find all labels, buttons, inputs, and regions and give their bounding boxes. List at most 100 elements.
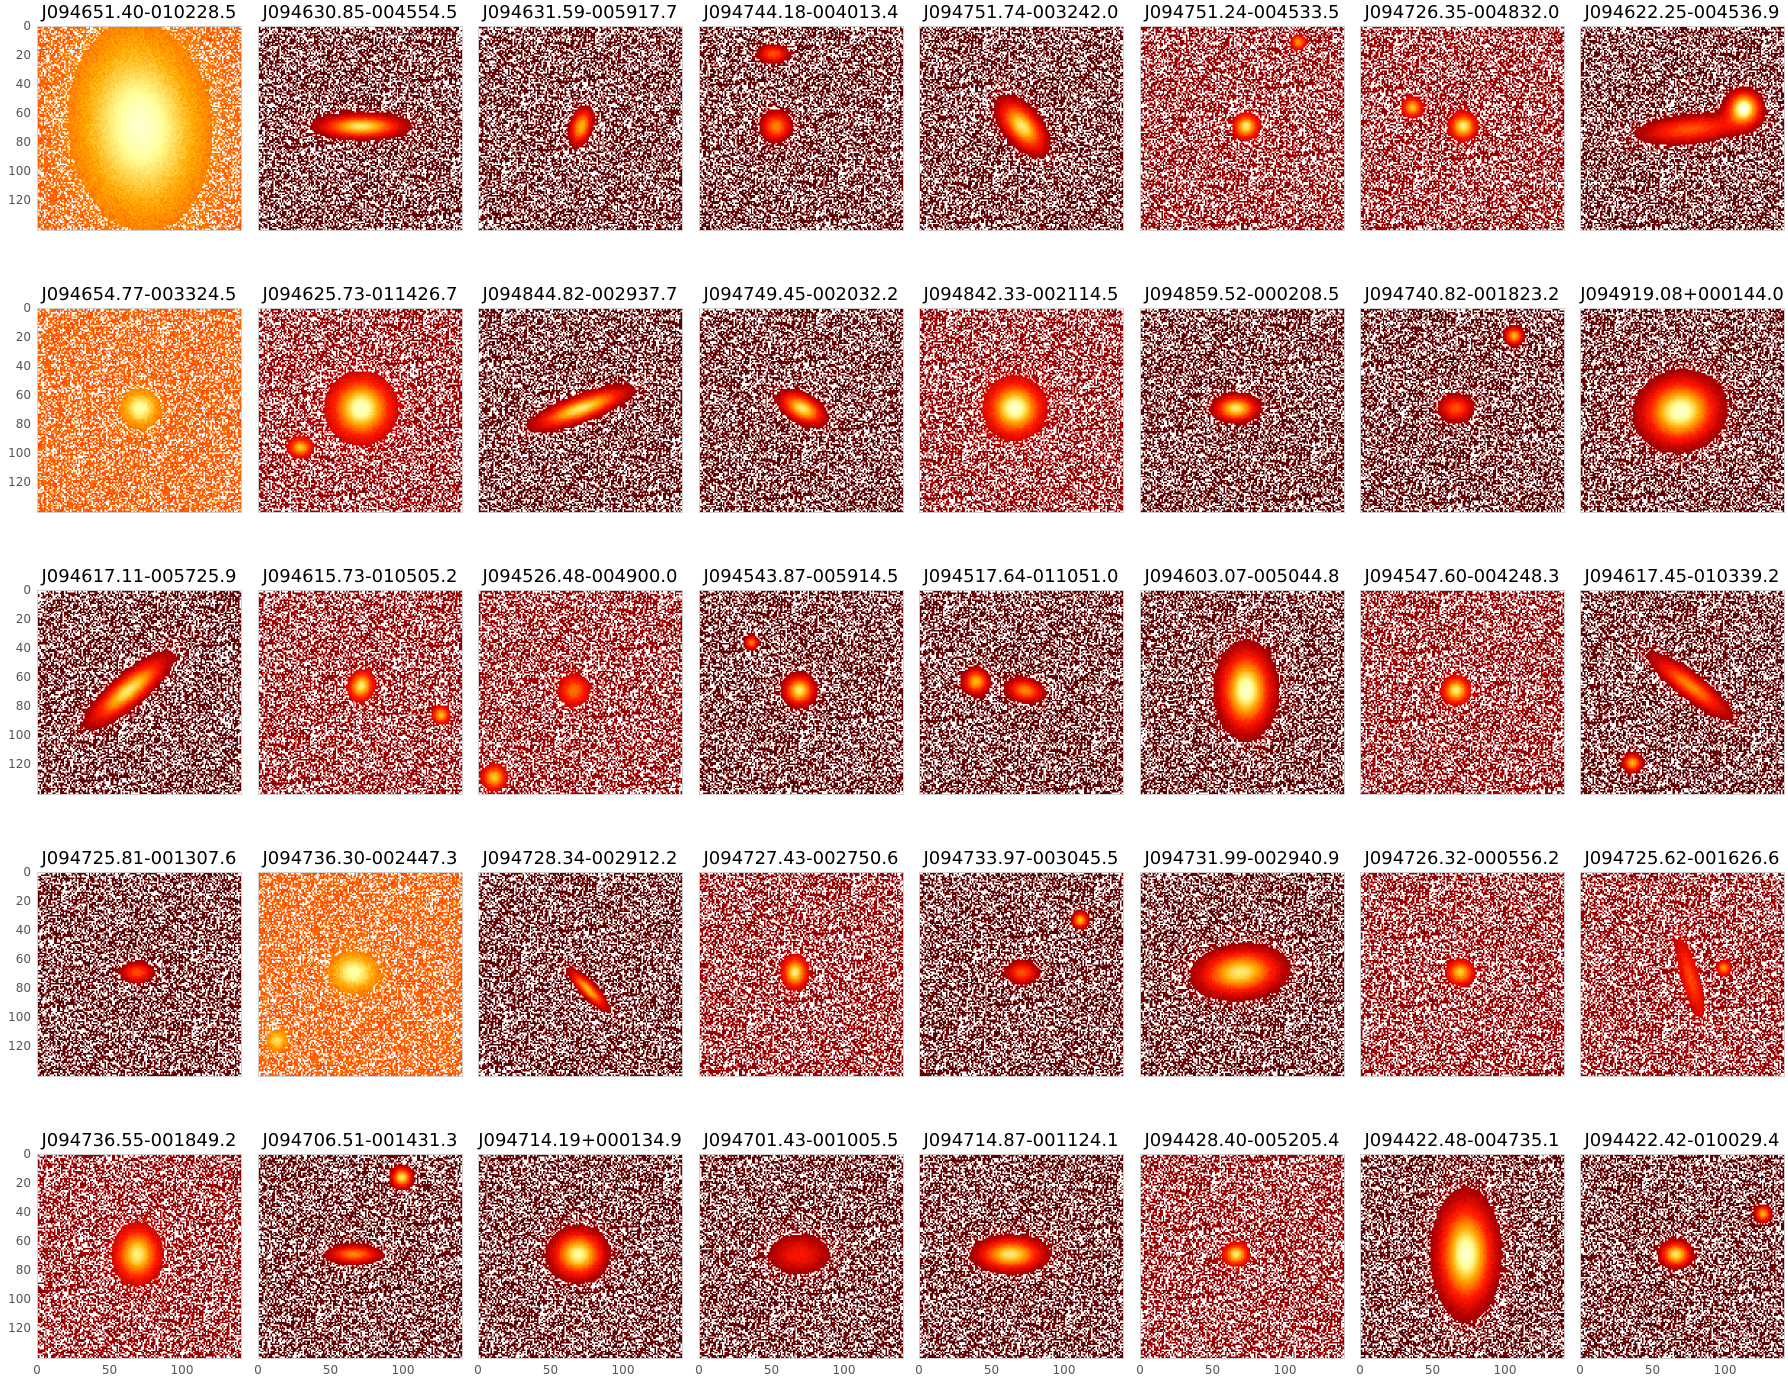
y-tick-label: 20 [15,330,31,344]
cutout-panel [258,26,463,231]
cutout-panel [1140,26,1345,231]
galaxy-cutout-image [38,309,241,512]
cutout-panel [919,590,1124,795]
cutout-panel [478,308,683,513]
cutout-panel [1580,308,1785,513]
y-tick-label: 0 [23,19,31,33]
cutout-title: J094654.77-003324.5 [41,284,237,305]
cutout-panel [37,872,242,1077]
cutout-title: J094744.18-004013.4 [703,2,899,23]
cutout-title: J094736.55-001849.2 [41,1130,237,1151]
galaxy-cutout-image [700,873,903,1076]
y-tick-label: 40 [15,77,31,91]
cutout-panel [699,590,904,795]
cutout-panel [919,26,1124,231]
cutout-title: J094727.43-002750.6 [703,848,899,869]
x-tick-label: 50 [1644,1363,1661,1377]
galaxy-cutout-image [920,873,1123,1076]
x-tick-label: 100 [391,1363,415,1377]
cutout-title: J094630.85-004554.5 [262,2,458,23]
cutout-panel [1360,1154,1565,1359]
galaxy-cutout-image [920,1155,1123,1358]
galaxy-cutout-image [479,1155,682,1358]
y-tick-label: 80 [15,135,31,149]
cutout-panel [37,26,242,231]
y-tick-label: 20 [15,894,31,908]
cutout-panel [258,872,463,1077]
y-tick-label: 60 [15,670,31,684]
galaxy-cutout-image [259,309,462,512]
y-tick-label: 40 [15,359,31,373]
x-tick-label: 0 [1356,1363,1364,1377]
y-tick-label: 40 [15,923,31,937]
cutout-panel [1360,308,1565,513]
y-tick-label: 120 [8,1321,31,1335]
galaxy-cutout-image [700,309,903,512]
cutout-panel [1580,590,1785,795]
cutout-panel [699,1154,904,1359]
y-tick-label: 60 [15,388,31,402]
cutout-panel [478,872,683,1077]
cutout-panel [699,26,904,231]
galaxy-cutout-image [1141,27,1344,230]
galaxy-cutout-image [920,591,1123,794]
cutout-panel [478,26,683,231]
galaxy-cutout-image [700,1155,903,1358]
cutout-panel [258,590,463,795]
cutout-panel [699,308,904,513]
x-tick-label: 0 [474,1363,482,1377]
cutout-title: J094731.99-002940.9 [1144,848,1340,869]
y-tick-label: 20 [15,1176,31,1190]
cutout-title: J094543.87-005914.5 [703,566,899,587]
galaxy-cutout-image [38,1155,241,1358]
cutout-panel [919,1154,1124,1359]
cutout-panel [258,308,463,513]
y-tick-label: 40 [15,1205,31,1219]
cutout-title: J094842.33-002114.5 [923,284,1119,305]
cutout-title: J094651.40-010228.5 [41,2,237,23]
y-tick-label: 100 [8,728,31,742]
cutout-panel [1140,872,1345,1077]
cutout-title: J094701.43-001005.5 [703,1130,899,1151]
galaxy-cutout-image [1141,873,1344,1076]
galaxy-cutout-image [1581,591,1784,794]
x-tick-label: 100 [1493,1363,1517,1377]
cutout-panel [478,1154,683,1359]
cutout-title: J094725.81-001307.6 [41,848,237,869]
cutout-title: J094622.25-004536.9 [1584,2,1780,23]
galaxy-cutout-image [700,27,903,230]
y-tick-label: 120 [8,1039,31,1053]
cutout-panel [478,590,683,795]
cutout-title: J094733.97-003045.5 [923,848,1119,869]
galaxy-cutout-image [920,309,1123,512]
cutout-panel [1580,1154,1785,1359]
x-tick-label: 100 [1713,1363,1737,1377]
galaxy-cutout-image [1581,1155,1784,1358]
x-tick-label: 0 [254,1363,262,1377]
galaxy-cutout-image [479,27,682,230]
galaxy-cutout-image [1361,591,1564,794]
x-tick-label: 50 [101,1363,118,1377]
cutout-title: J094714.19+000134.9 [478,1130,682,1151]
cutout-panel [37,1154,242,1359]
cutout-title: J094844.82-002937.7 [482,284,678,305]
cutout-title: J094625.73-011426.7 [262,284,458,305]
galaxy-cutout-image [1361,27,1564,230]
y-tick-label: 40 [15,641,31,655]
y-tick-label: 80 [15,699,31,713]
galaxy-cutout-image [479,591,682,794]
y-tick-label: 100 [8,446,31,460]
y-tick-label: 80 [15,981,31,995]
cutout-title: J094725.62-001626.6 [1584,848,1780,869]
y-tick-label: 60 [15,952,31,966]
galaxy-cutout-image [259,873,462,1076]
galaxy-cutout-image [1361,309,1564,512]
x-tick-label: 0 [695,1363,703,1377]
x-tick-label: 50 [542,1363,559,1377]
x-tick-label: 0 [33,1363,41,1377]
y-tick-label: 20 [15,612,31,626]
x-tick-label: 100 [170,1363,194,1377]
cutout-panel [37,590,242,795]
y-tick-label: 60 [15,1234,31,1248]
y-tick-label: 100 [8,164,31,178]
